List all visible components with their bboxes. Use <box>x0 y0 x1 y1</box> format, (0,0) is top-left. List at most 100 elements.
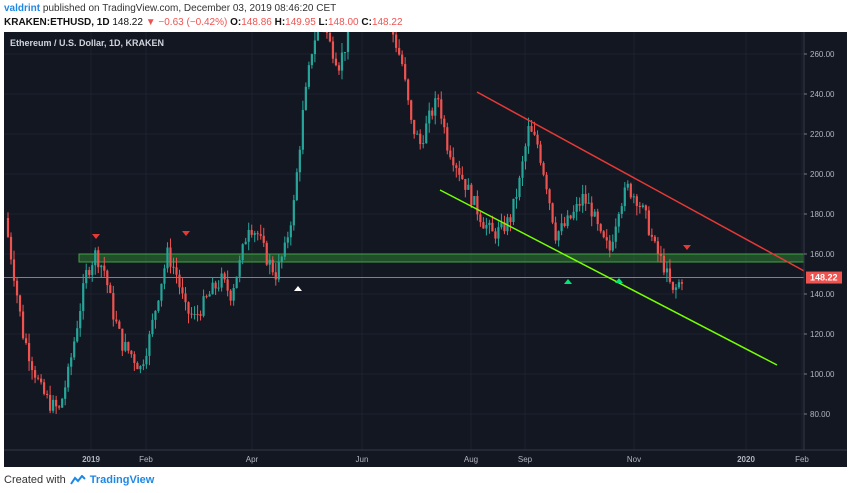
candle-body <box>599 224 602 232</box>
candle-body <box>121 328 124 351</box>
candle-body <box>467 184 470 190</box>
candle-body <box>605 237 608 241</box>
candle-body <box>563 223 566 226</box>
candle-body <box>142 364 145 367</box>
candle-body <box>274 272 277 280</box>
candle-body <box>515 196 518 199</box>
candle-body <box>422 143 425 145</box>
candle-body <box>292 200 295 226</box>
support-zone[interactable] <box>78 253 805 263</box>
candle-body <box>584 193 587 204</box>
high-value: 149.95 <box>285 17 316 28</box>
candle-body <box>58 406 61 408</box>
candle-body <box>653 236 656 242</box>
candle-body <box>536 134 539 145</box>
price-tick-label: 240.00 <box>810 90 835 99</box>
candle-body <box>455 165 458 169</box>
candle-body <box>479 214 482 223</box>
candle-body <box>166 247 169 269</box>
candle-body <box>289 225 292 238</box>
candle-body <box>24 338 28 344</box>
candle-body <box>9 236 13 260</box>
price-tick-label: 220.00 <box>810 130 835 139</box>
candle-body <box>238 260 241 277</box>
candle-body <box>160 283 163 301</box>
candle-body <box>97 250 100 268</box>
candle-body <box>118 321 121 329</box>
candle-body <box>184 293 187 303</box>
candle-body <box>106 270 109 286</box>
candle-body <box>401 54 404 65</box>
quote-bar: KRAKEN:ETHUSD, 1D 148.22 ▼ −0.63 (−0.42%… <box>4 16 403 29</box>
price-tick-label: 200.00 <box>810 170 835 179</box>
candle-body <box>343 51 347 53</box>
candle-body <box>602 231 605 238</box>
open-label: O: <box>230 17 242 28</box>
candle-body <box>229 290 232 301</box>
grid <box>4 32 804 450</box>
candle-body <box>211 282 214 295</box>
low-value: 148.00 <box>328 17 359 28</box>
candle-body <box>530 125 533 132</box>
candle-body <box>325 32 329 33</box>
candle-body <box>440 99 443 119</box>
candle-body <box>187 302 190 314</box>
time-tick-label: 2020 <box>737 455 755 464</box>
candle-body <box>596 211 599 225</box>
candle-body <box>82 283 85 312</box>
candle-body <box>392 32 395 35</box>
candle-body <box>139 366 142 370</box>
sell-marker-icon <box>182 231 190 236</box>
candle-body <box>671 281 675 290</box>
candle-body <box>253 233 256 235</box>
candle-body <box>88 270 91 275</box>
price-chart[interactable]: Ethereum / U.S. Dollar, 1D, KRAKEN 260.0… <box>4 32 847 467</box>
candle-body <box>569 215 572 219</box>
candle-body <box>46 393 49 395</box>
candle-body <box>36 377 40 379</box>
candle-body <box>208 294 211 297</box>
candle-body <box>635 196 638 206</box>
high-label: H: <box>274 17 286 28</box>
candle-body <box>334 58 338 66</box>
candle-body <box>443 118 446 128</box>
candle-body <box>398 47 401 55</box>
channel-bottom-line[interactable] <box>439 189 778 366</box>
candle-body <box>461 174 464 179</box>
candle-body <box>94 250 97 266</box>
candle-body <box>316 32 320 41</box>
candle-body <box>662 255 666 273</box>
buy-marker-icon <box>615 278 623 283</box>
candle-body <box>404 64 407 80</box>
sell-marker-icon <box>92 234 100 239</box>
time-axis[interactable]: 2019 Feb Apr Jun Aug Sep Nov 2020 Feb <box>4 449 847 467</box>
sell-marker-icon <box>683 245 691 250</box>
candle-body <box>647 210 650 235</box>
tradingview-logo-icon <box>69 475 86 485</box>
candle-body <box>464 178 467 190</box>
candle-body <box>590 202 593 217</box>
author-link[interactable]: valdrint <box>4 3 41 14</box>
buy-marker-icon <box>294 286 302 291</box>
candle-body <box>70 357 73 367</box>
open-value: 148.86 <box>241 17 272 28</box>
candle-body <box>611 241 614 251</box>
candle-body <box>416 133 419 135</box>
candle-body <box>202 296 205 316</box>
candle-body <box>307 65 310 87</box>
candle-body <box>548 189 551 204</box>
candle-body <box>18 295 22 312</box>
candle-body <box>15 280 19 296</box>
tradingview-brand[interactable]: TradingView <box>89 474 155 486</box>
price-axis[interactable]: 260.00 240.00 220.00 200.00 180.00 160.00 140.… <box>803 32 847 467</box>
channel-top-line[interactable] <box>476 91 807 273</box>
last-price: 148.22 <box>112 17 143 28</box>
candle-body <box>407 79 410 101</box>
chart-area[interactable]: Ethereum / U.S. Dollar, 1D, KRAKEN 260.0… <box>4 32 847 467</box>
candle-body <box>256 233 259 235</box>
low-label: L: <box>318 17 328 28</box>
candle-body <box>265 242 268 265</box>
candle-body <box>572 211 575 219</box>
candle-body <box>21 311 25 339</box>
candle-body <box>148 334 151 356</box>
